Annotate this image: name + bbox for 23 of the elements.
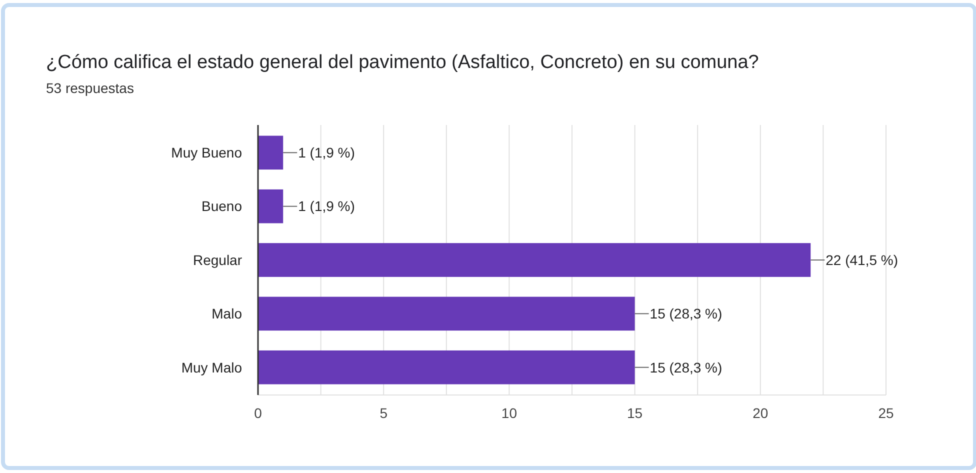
x-tick-label: 25 [878,405,894,421]
data-label: 15 (28,3 %) [650,359,722,376]
y-tick-label: Muy Malo [181,359,242,376]
chart-title: ¿Cómo califica el estado general del pavimento (Asfaltico, Concreto) en su comuna? [46,52,759,73]
bar [258,136,284,170]
bar [258,243,811,277]
x-tick-label: 20 [752,405,768,421]
y-tick-label: Regular [192,252,242,268]
y-tick-label: Muy Bueno [171,144,242,161]
x-tick-label: 0 [254,405,262,421]
x-tick-label: 15 [627,405,643,421]
bar [258,296,635,331]
x-tick-label: 10 [501,405,518,421]
y-tick-label: Malo [212,306,242,322]
x-tick-label: 5 [380,405,388,421]
data-label: 22 (41,5 %) [826,252,898,268]
data-label: 1 (1,9 %) [298,144,355,161]
bar [258,189,284,224]
bar [258,350,635,384]
data-label: 15 (28,3 %) [650,306,722,322]
text: 53 respuestas [46,80,134,96]
y-tick-label: Bueno [202,198,242,214]
data-label: 1 (1,9 %) [298,198,355,214]
